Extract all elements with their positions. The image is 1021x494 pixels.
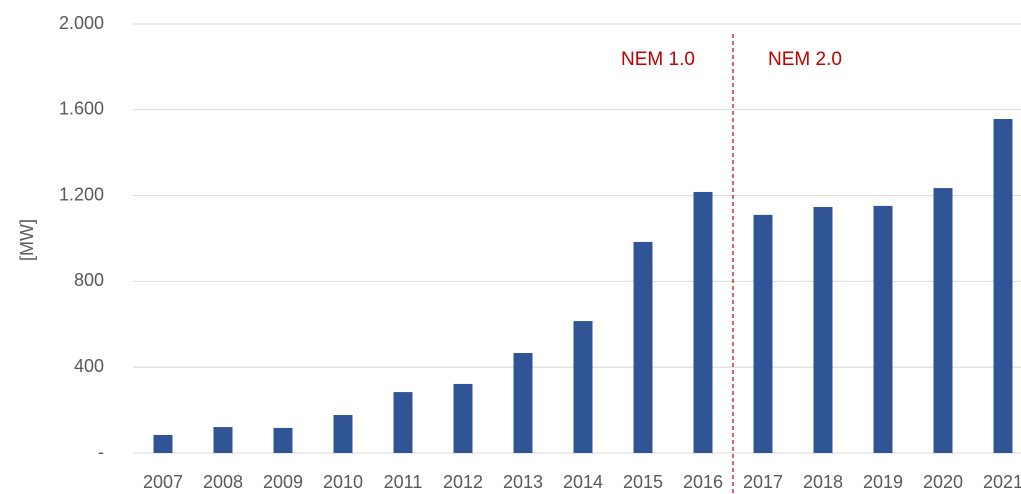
x-tick-label: 2015 xyxy=(623,472,663,492)
x-tick-label: 2009 xyxy=(263,472,303,492)
x-tick-label: 2018 xyxy=(803,472,843,492)
y-tick-label: 1.200 xyxy=(59,184,104,204)
bar xyxy=(273,427,293,453)
x-tick-label: 2014 xyxy=(563,472,603,492)
x-tick-label: 2021 xyxy=(983,472,1021,492)
bar xyxy=(753,214,773,453)
y-tick-label: - xyxy=(98,442,104,462)
x-tick-label: 2020 xyxy=(923,472,963,492)
bar xyxy=(393,392,413,453)
x-tick-label: 2013 xyxy=(503,472,543,492)
y-tick-label: 400 xyxy=(74,356,104,376)
x-tick-label: 2012 xyxy=(443,472,483,492)
bar xyxy=(213,427,233,453)
bar xyxy=(333,415,353,453)
bar xyxy=(933,188,953,453)
y-tick-label: 800 xyxy=(74,270,104,290)
annotation: NEM 1.0 xyxy=(621,49,695,70)
bar xyxy=(453,383,473,453)
y-tick-label: 1.600 xyxy=(59,99,104,119)
x-tick-label: 2011 xyxy=(384,472,423,492)
x-tick-label: 2007 xyxy=(143,472,183,492)
bar xyxy=(573,321,593,453)
y-axis-label: [MW] xyxy=(17,219,37,261)
bar xyxy=(153,434,173,453)
annotation: NEM 2.0 xyxy=(768,49,842,70)
x-tick-label: 2016 xyxy=(683,472,723,492)
x-tick-label: 2008 xyxy=(203,472,243,492)
bar xyxy=(633,241,653,453)
bar xyxy=(813,206,833,453)
bar xyxy=(993,119,1013,453)
bar xyxy=(513,353,533,453)
x-tick-label: 2010 xyxy=(323,472,363,492)
bar xyxy=(873,205,893,453)
bar xyxy=(693,191,713,454)
x-tick-label: 2019 xyxy=(863,472,903,492)
x-tick-label: 2017 xyxy=(743,472,783,492)
y-tick-label: 2.000 xyxy=(59,13,104,33)
